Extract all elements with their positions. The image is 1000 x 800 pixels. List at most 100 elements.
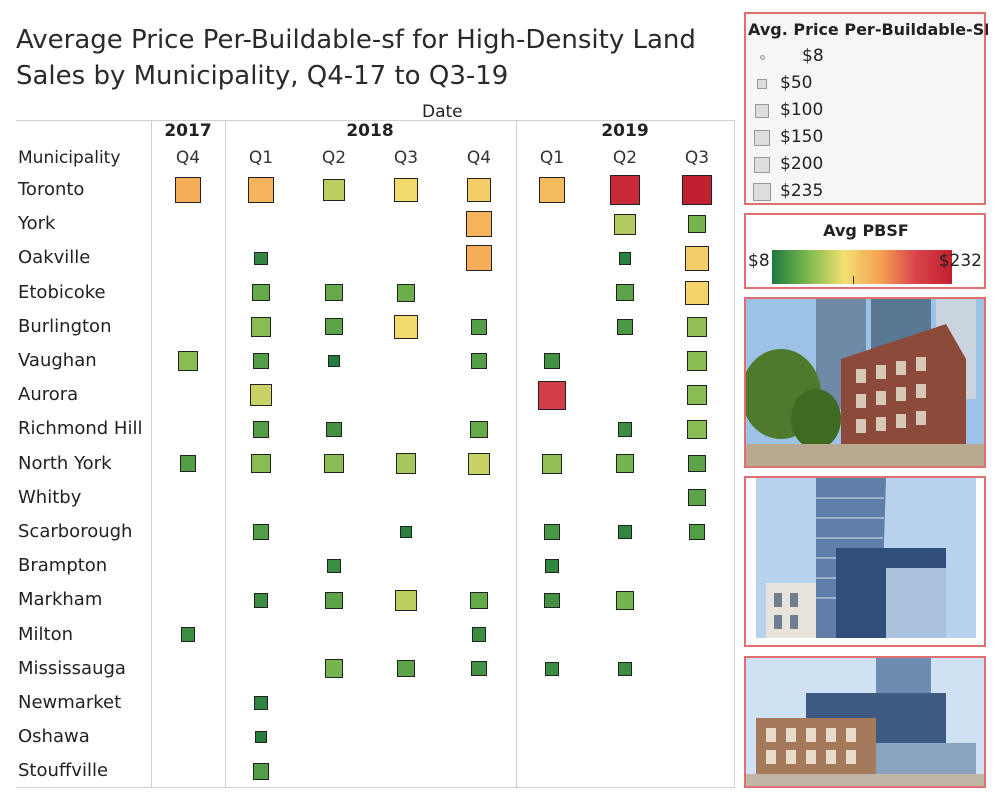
size-legend-swatch [757, 79, 768, 90]
municipality-label: Scarborough [18, 521, 132, 542]
heatmap-mark [325, 284, 343, 302]
heatmap-mark [545, 662, 560, 677]
heatmap-mark [250, 384, 272, 406]
heatmap-mark [253, 353, 269, 369]
heatmap-mark [325, 592, 342, 609]
municipality-label: Markham [18, 589, 102, 610]
heatmap-mark [618, 525, 632, 539]
heatmap-mark [617, 319, 633, 335]
size-legend-swatch [753, 183, 771, 201]
building-rendering-3-image [744, 656, 986, 788]
heatmap-mark [467, 178, 491, 202]
size-legend-item: $235 [746, 179, 984, 206]
heatmap-mark [180, 455, 196, 471]
size-legend-swatch [755, 104, 768, 117]
municipality-label: York [18, 213, 55, 234]
heatmap-mark [324, 454, 344, 474]
building-rendering-1-image [744, 297, 986, 468]
year-2017-label: 2017 [152, 121, 224, 141]
quarter-label: Q3 [376, 148, 436, 168]
heatmap-mark [253, 763, 269, 779]
heatmap-mark [688, 489, 705, 506]
heatmap-mark [471, 661, 486, 676]
size-legend: Avg. Price Per-Buildable-SF $8 $50 $100 $15… [744, 12, 986, 205]
heatmap-mark [326, 422, 341, 437]
heatmap-mark [545, 559, 559, 573]
municipality-label: Burlington [18, 316, 111, 337]
municipality-axis-label: Municipality [18, 148, 120, 168]
heatmap-mark [689, 524, 705, 540]
heatmap-mark [685, 246, 709, 270]
size-legend-title: Avg. Price Per-Buildable-SF [746, 20, 988, 39]
size-legend-label: $8 [802, 46, 824, 66]
heatmap-mark [328, 355, 340, 367]
heatmap-mark [254, 696, 267, 709]
quarter-label: Q4 [158, 148, 218, 168]
heatmap-mark [618, 662, 633, 677]
heatmap-mark [175, 177, 201, 203]
size-legend-item: $50 [746, 71, 984, 98]
grid-horizontal-line [16, 787, 734, 788]
municipality-label: Whitby [18, 487, 81, 508]
municipality-label: Aurora [18, 384, 78, 405]
heatmap-mark [325, 318, 342, 335]
heatmap-mark [252, 284, 270, 302]
heatmap-mark [394, 315, 418, 339]
heatmap-mark [539, 177, 564, 202]
size-legend-item: $150 [746, 125, 984, 152]
municipality-label: Mississauga [18, 658, 126, 679]
heatmap-mark [466, 211, 492, 237]
size-legend-label: $235 [780, 181, 823, 201]
heatmap-mark [610, 175, 640, 205]
municipality-label: Oshawa [18, 726, 90, 747]
heatmap-mark [544, 353, 559, 368]
quarter-label: Q1 [522, 148, 582, 168]
heatmap-mark [251, 454, 271, 474]
size-legend-item: $100 [746, 98, 984, 125]
heatmap-mark [323, 179, 345, 201]
size-legend-swatch [754, 157, 771, 174]
heatmap-mark [253, 421, 269, 437]
heatmap-mark [181, 627, 196, 642]
municipality-label: Newmarket [18, 692, 121, 713]
heatmap-mark [472, 627, 487, 642]
municipality-label: Vaughan [18, 350, 97, 371]
size-legend-label: $50 [780, 73, 812, 93]
heatmap-mark [616, 454, 635, 473]
heatmap-mark [254, 593, 269, 608]
heatmap-mark [395, 590, 417, 612]
municipality-label: North York [18, 453, 112, 474]
color-gradient-bar [772, 250, 952, 284]
municipality-label: Richmond Hill [18, 418, 142, 439]
heatmap-mark [470, 592, 488, 610]
municipality-label: Oakville [18, 247, 90, 268]
heatmap-mark [466, 245, 492, 271]
municipality-label: Etobicoke [18, 282, 106, 303]
grid-vertical-line [734, 120, 735, 788]
size-legend-item: $8 [746, 44, 984, 71]
grid-vertical-line [225, 120, 226, 788]
heatmap-mark [397, 660, 414, 677]
quarter-label: Q3 [667, 148, 727, 168]
quarter-label: Q2 [595, 148, 655, 168]
heatmap-mark [616, 284, 633, 301]
size-legend-label: $200 [780, 154, 823, 174]
heatmap-mark [248, 177, 274, 203]
heatmap-mark [254, 252, 268, 266]
date-axis-label: Date [422, 102, 463, 122]
color-legend: Avg PBSF $8 $232 [744, 213, 986, 289]
heatmap-mark [544, 524, 560, 540]
chart-title: Average Price Per-Buildable-sf for High-… [16, 22, 716, 94]
quarter-label: Q1 [231, 148, 291, 168]
heatmap-mark [468, 453, 490, 475]
color-legend-title: Avg PBSF [746, 221, 986, 240]
heatmap-mark [618, 422, 633, 437]
size-legend-swatch [760, 55, 765, 60]
heatmap-mark [178, 351, 198, 371]
color-legend-min: $8 [748, 251, 770, 271]
size-legend-label: $150 [780, 127, 823, 147]
grid-horizontal-line [16, 120, 734, 121]
heatmap-mark [255, 731, 267, 743]
heatmap-mark [538, 381, 567, 410]
heatmap-mark [397, 284, 415, 302]
